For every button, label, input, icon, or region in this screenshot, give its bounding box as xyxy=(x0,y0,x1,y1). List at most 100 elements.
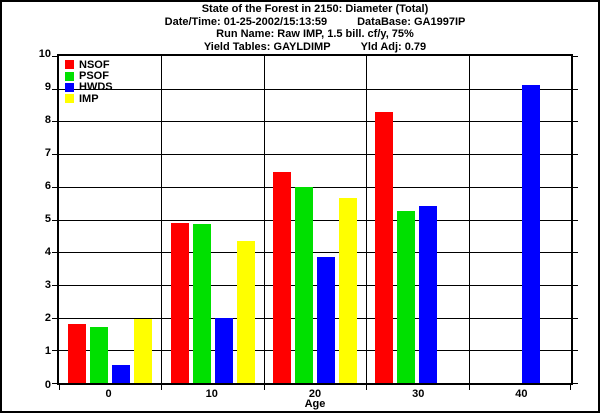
title-block: State of the Forest in 2150: Diameter (T… xyxy=(55,3,575,53)
legend: NSOF PSOF HWDS IMP xyxy=(65,59,113,105)
bar-HWDS-30 xyxy=(419,206,438,383)
y-tick-left-1 xyxy=(52,350,57,352)
y-tick-right-2 xyxy=(573,317,578,319)
y-tick-right-9 xyxy=(573,88,578,90)
y-tick-left-5 xyxy=(52,219,57,221)
bar-group-20 xyxy=(264,56,366,383)
y-tick-label-5: 5 xyxy=(44,213,51,225)
legend-swatch-HWDS xyxy=(65,82,74,92)
bar-PSOF-10 xyxy=(192,224,211,383)
gridline-h-8 xyxy=(59,121,571,123)
x-tick-0 xyxy=(59,385,60,390)
gridline-h-7 xyxy=(59,154,571,156)
y-tick-right-8 xyxy=(573,121,578,123)
bar-group-30 xyxy=(366,56,468,383)
legend-swatch-IMP xyxy=(65,94,74,104)
gridline-v-3 xyxy=(366,56,368,383)
y-axis-labels: 0 1 2 3 4 5 6 7 8 9 10 xyxy=(2,2,51,411)
gridline-h-4 xyxy=(59,252,571,254)
x-tick-label-0: 0 xyxy=(105,388,112,400)
y-tick-right-5 xyxy=(573,219,578,221)
y-tick-label-4: 4 xyxy=(44,246,51,259)
y-tick-left-3 xyxy=(52,284,57,286)
y-tick-label-10: 10 xyxy=(38,47,51,60)
bar-group-40 xyxy=(469,56,571,383)
y-tick-label-0: 0 xyxy=(44,378,51,391)
y-tick-right-1 xyxy=(573,350,578,352)
y-tick-right-0 xyxy=(573,383,578,384)
y-tick-left-0 xyxy=(52,383,57,384)
y-tick-label-3: 3 xyxy=(44,279,51,292)
gridline-h-3 xyxy=(59,284,571,286)
x-tick-label-30: 30 xyxy=(412,388,425,400)
plot-area: NSOF PSOF HWDS IMP xyxy=(52,54,578,390)
x-tick-label-10: 10 xyxy=(205,388,218,400)
x-tick-4 xyxy=(468,385,470,390)
x-tick-3 xyxy=(366,385,368,390)
gridline-h-9 xyxy=(59,88,571,90)
y-tick-label-1: 1 xyxy=(44,345,51,358)
title-line-4: Yield Tables: GAYLDIMP Yld Adj: 0.79 xyxy=(55,41,575,54)
bar-IMP-0 xyxy=(134,319,153,383)
datetime-text: Date/Time: 01-25-2002/15:13:59 xyxy=(164,15,328,28)
x-tick-label-40: 40 xyxy=(515,388,528,400)
legend-label-PSOF: PSOF xyxy=(79,70,109,83)
gridline-v-4 xyxy=(468,56,470,383)
bar-IMP-10 xyxy=(236,240,255,383)
y-tick-label-6: 6 xyxy=(44,179,51,192)
title-line-2: Date/Time: 01-25-2002/15:13:59 DataBase: … xyxy=(55,16,575,29)
y-tick-right-4 xyxy=(573,252,578,254)
yld-adj-text: Yld Adj: 0.79 xyxy=(360,40,427,53)
chart-title: State of the Forest in 2150: Diameter (T… xyxy=(201,3,429,15)
y-tick-left-2 xyxy=(52,317,57,319)
y-tick-label-9: 9 xyxy=(44,80,51,93)
plot-inner: NSOF PSOF HWDS IMP xyxy=(52,56,578,390)
bar-NSOF-10 xyxy=(170,222,189,383)
y-tick-right-6 xyxy=(573,186,578,188)
legend-swatch-PSOF xyxy=(65,71,74,81)
bar-NSOF-20 xyxy=(273,172,292,383)
gridline-v-1 xyxy=(161,56,163,383)
legend-item-PSOF: PSOF xyxy=(65,70,113,83)
legend-item-IMP: IMP xyxy=(65,93,113,104)
bar-series-container xyxy=(59,56,571,383)
legend-swatch-NSOF xyxy=(65,60,74,70)
gridline-h-6 xyxy=(59,186,571,188)
y-tick-left-10 xyxy=(52,56,57,57)
bar-PSOF-20 xyxy=(295,186,314,383)
x-axis-title: Age xyxy=(304,398,326,410)
y-tick-label-2: 2 xyxy=(44,312,51,325)
y-tick-left-8 xyxy=(52,121,57,123)
x-tick-label-20: 20 xyxy=(308,388,322,400)
bar-HWDS-40 xyxy=(521,85,540,383)
y-tick-left-7 xyxy=(52,154,57,156)
bar-NSOF-0 xyxy=(68,324,87,383)
bar-NSOF-30 xyxy=(375,111,394,383)
bar-PSOF-0 xyxy=(90,327,109,383)
yield-tables-text: Yield Tables: GAYLDIMP xyxy=(203,40,331,53)
x-axis-labels: 0 10 20 30 40 xyxy=(57,389,573,400)
bar-IMP-20 xyxy=(339,198,358,383)
gridline-v-2 xyxy=(263,56,265,383)
y-tick-right-3 xyxy=(573,284,578,286)
y-tick-left-4 xyxy=(52,252,57,254)
database-text: DataBase: GA1997IP xyxy=(357,15,466,28)
y-tick-right-7 xyxy=(573,154,578,156)
bar-HWDS-20 xyxy=(317,257,336,383)
bar-group-10 xyxy=(161,56,263,383)
gridline-h-2 xyxy=(59,317,571,319)
bar-group-0 xyxy=(59,56,161,383)
gridline-h-5 xyxy=(59,219,571,221)
legend-label-IMP: IMP xyxy=(79,92,99,105)
bar-HWDS-0 xyxy=(112,365,131,383)
legend-item-HWDS: HWDS xyxy=(65,82,113,93)
y-tick-right-10 xyxy=(573,56,578,57)
bar-PSOF-30 xyxy=(397,211,416,383)
gridline-h-1 xyxy=(59,350,571,352)
legend-label-NSOF: NSOF xyxy=(79,58,110,71)
y-tick-label-8: 8 xyxy=(44,113,51,126)
x-tick-1 xyxy=(161,385,163,390)
x-tick-5 xyxy=(570,385,571,390)
legend-item-NSOF: NSOF xyxy=(65,59,113,70)
